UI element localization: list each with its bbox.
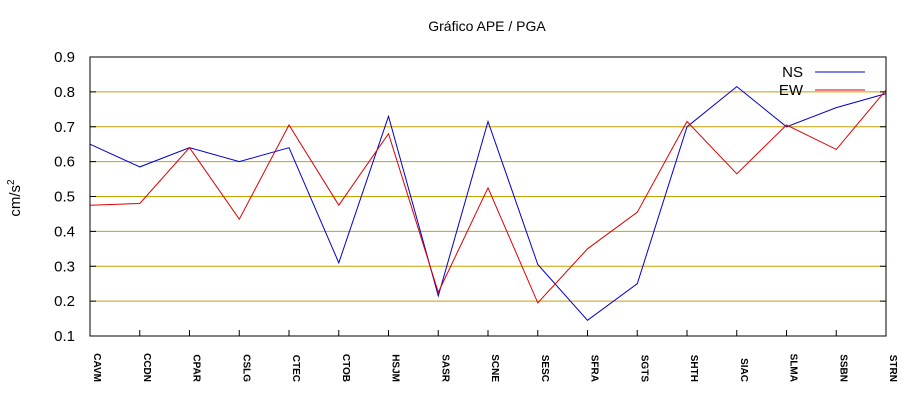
y-axis-label-superscript: 2 <box>6 179 17 185</box>
x-tick-label: SASR <box>439 354 450 383</box>
x-tick-label: SGTS <box>638 355 649 383</box>
grid <box>90 91 886 302</box>
x-tick-label: SFRA <box>589 355 600 382</box>
y-tick-label: 0.4 <box>54 223 75 240</box>
legend-label-ns: NS <box>782 64 803 81</box>
y-tick-label: 0.9 <box>54 49 75 66</box>
x-tick-label: CCDN <box>141 353 152 382</box>
series-line-ns <box>89 85 887 321</box>
x-tick-label: CSLG <box>240 354 251 382</box>
series-lines <box>89 85 887 321</box>
y-axis-label-base: cm/s <box>7 185 24 217</box>
y-tick-label: 0.8 <box>54 84 75 101</box>
y-tick-label: 0.5 <box>54 189 75 206</box>
x-axis-ticks: CAVM CCDN CPAR CSLG CTEC CTOB HSJM SASR SCNE SESC… <box>89 330 898 383</box>
x-tick-label: CTEC <box>290 355 301 382</box>
y-tick-label: 0.2 <box>54 293 75 310</box>
x-tick-label: HSJM <box>390 354 401 382</box>
x-tick-label: CTOB <box>340 354 351 382</box>
x-tick-label: SCNE <box>489 354 500 382</box>
legend-label-ew: EW <box>779 82 804 99</box>
x-tick-label: CPAR <box>191 354 202 382</box>
x-tick-label: CAVM <box>91 353 102 382</box>
x-tick-label: SIAC <box>738 358 749 382</box>
y-tick-label: 0.3 <box>54 258 75 275</box>
series-line-ew <box>89 89 887 304</box>
x-tick-label: SHTH <box>688 355 699 382</box>
x-tick-label: SLMA <box>788 354 799 382</box>
x-tick-label: STRN <box>887 355 898 382</box>
y-axis-ticks: 0.1 0.2 0.3 0.4 0.5 0.6 0.7 0.8 0.9 <box>54 49 886 345</box>
plot-frame <box>89 56 887 337</box>
y-tick-label: 0.7 <box>54 119 75 136</box>
y-tick-label: 0.6 <box>54 154 75 171</box>
x-tick-label: SESC <box>539 355 550 382</box>
y-axis-label: cm/s2 <box>6 179 24 217</box>
x-tick-label: SSBN <box>837 354 848 382</box>
chart-title: Gráfico APE / PGA <box>428 18 546 34</box>
y-tick-label: 0.1 <box>54 328 75 345</box>
